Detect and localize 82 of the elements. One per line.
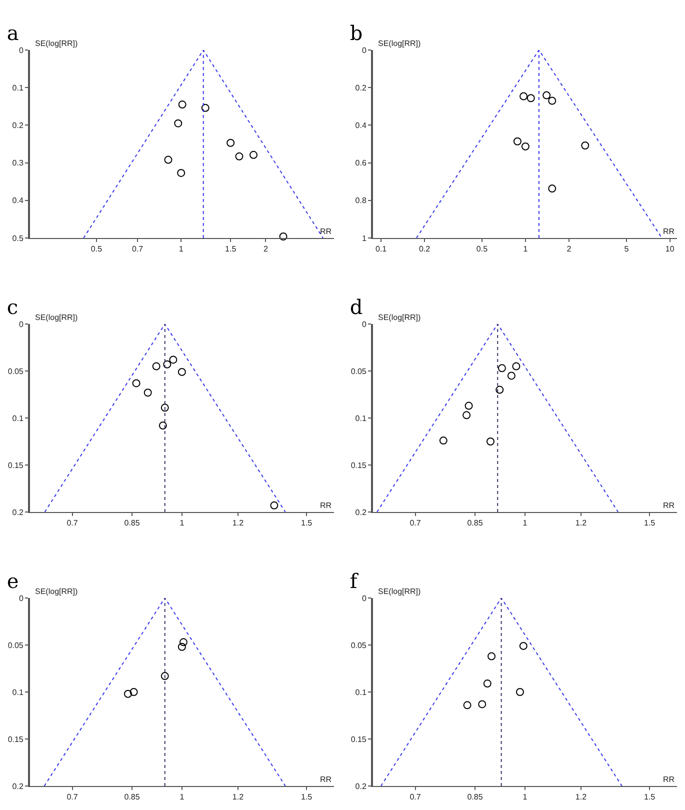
x-tick-label: 1.5 [644, 518, 656, 528]
y-tick-label: 0.2 [12, 508, 24, 517]
x-tick-label: 2 [566, 244, 572, 254]
x-tick-label: 1.5 [644, 792, 656, 802]
y-tick-label: 0.05 [350, 366, 367, 376]
y-tick-label: 0.15 [350, 460, 367, 470]
y-tick-label: 1 [362, 234, 367, 243]
y-tick-label: 0.6 [355, 158, 367, 168]
x-tick-label: 5 [624, 244, 630, 254]
x-tick-label: 1 [180, 792, 185, 802]
x-tick-label: 1.5 [301, 792, 313, 802]
y-tick-label: 0.2 [12, 782, 24, 791]
y-axis-title: SE(log[RR]) [35, 313, 78, 322]
chart-title: e [6, 569, 19, 594]
y-tick-label: 0 [362, 46, 367, 55]
y-tick-label: 0.05 [8, 366, 24, 376]
chart-title: c [6, 295, 18, 320]
x-tick-label: 0.1 [375, 244, 388, 254]
chart-title: d [350, 295, 363, 320]
y-tick-label: 0.4 [12, 196, 24, 206]
x-tick-label: 1.2 [232, 518, 244, 528]
y-tick-label: 0.1 [355, 414, 367, 423]
x-tick-label: 10 [665, 244, 675, 254]
y-tick-label: 0.8 [355, 196, 367, 206]
x-tick-label: 1.5 [301, 518, 313, 528]
y-tick-label: 0 [362, 320, 367, 329]
y-tick-label: 0.15 [8, 460, 24, 470]
y-tick-label: 0 [18, 320, 24, 329]
y-tick-label: 0.15 [350, 734, 367, 744]
chart-title: b [350, 21, 363, 46]
x-tick-label: 1.2 [575, 518, 588, 528]
x-tick-label: 0.85 [467, 792, 484, 802]
x-tick-label: 0.7 [66, 518, 78, 528]
x-tick-label: 0.2 [418, 244, 431, 254]
x-tick-label: 0.85 [124, 518, 140, 528]
x-axis-title: RR [320, 227, 332, 236]
y-tick-label: 0 [18, 46, 24, 55]
y-tick-label: 0.15 [8, 734, 24, 744]
y-tick-label: 0.2 [355, 782, 367, 791]
x-tick-label: 0.5 [90, 244, 103, 254]
y-tick-label: 0.5 [12, 234, 24, 243]
x-axis-title: RR [663, 775, 675, 784]
x-tick-label: 1 [522, 792, 528, 802]
y-axis-title: SE(log[RR]) [378, 587, 422, 596]
x-axis-title: RR [320, 775, 332, 784]
y-axis-title: SE(log[RR]) [35, 587, 78, 596]
x-tick-label: 1 [523, 244, 528, 254]
x-axis-title: RR [663, 227, 675, 236]
y-tick-label: 0.4 [355, 121, 367, 130]
y-tick-label: 0 [362, 594, 367, 603]
x-tick-label: 2 [263, 244, 268, 254]
x-tick-label: 0.85 [124, 792, 140, 802]
y-tick-label: 0.05 [8, 640, 24, 650]
x-axis-title: RR [320, 501, 332, 510]
y-tick-label: 0.1 [355, 688, 367, 697]
x-tick-label: 0.7 [66, 792, 78, 802]
y-tick-label: 0.2 [355, 508, 367, 517]
x-tick-label: 1 [178, 244, 184, 254]
x-tick-label: 0.7 [410, 518, 422, 528]
y-tick-label: 0.1 [12, 688, 24, 697]
chart-title: f [350, 569, 359, 594]
y-tick-label: 0.2 [355, 83, 367, 92]
y-axis-title: SE(log[RR]) [378, 313, 422, 322]
x-tick-label: 0.5 [476, 244, 488, 254]
y-axis-title: SE(log[RR]) [35, 39, 78, 48]
y-tick-label: 0.05 [350, 640, 367, 650]
y-tick-label: 0.2 [12, 121, 24, 130]
x-tick-label: 0.7 [132, 244, 144, 254]
x-tick-label: 1 [180, 518, 185, 528]
x-tick-label: 0.7 [410, 792, 422, 802]
y-tick-label: 0 [18, 594, 24, 603]
x-tick-label: 0.85 [467, 518, 484, 528]
y-tick-label: 0.1 [12, 83, 24, 92]
y-tick-label: 0.3 [12, 158, 24, 168]
x-tick-label: 1.5 [225, 244, 237, 254]
x-axis-title: RR [663, 501, 675, 510]
x-tick-label: 1 [522, 518, 528, 528]
chart-title: a [6, 21, 19, 46]
x-tick-label: 1.2 [232, 792, 244, 802]
y-axis-title: SE(log[RR]) [378, 39, 422, 48]
y-tick-label: 0.1 [12, 414, 24, 423]
x-tick-label: 1.2 [575, 792, 588, 802]
